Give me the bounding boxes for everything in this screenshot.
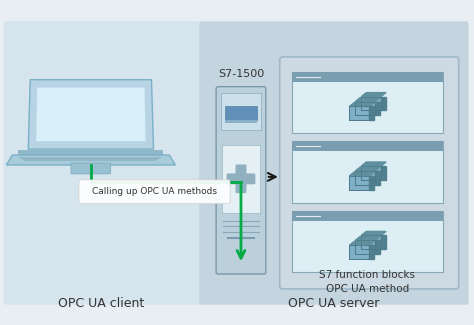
Text: S7 function blocks: S7 function blocks (319, 270, 415, 280)
FancyBboxPatch shape (216, 87, 266, 274)
Polygon shape (6, 155, 175, 165)
Bar (349, 245, 369, 259)
Polygon shape (36, 88, 146, 141)
Polygon shape (369, 245, 374, 259)
Polygon shape (375, 171, 380, 185)
Polygon shape (369, 176, 374, 190)
Polygon shape (361, 93, 386, 97)
Text: OPC UA method: OPC UA method (326, 284, 409, 294)
Text: S7-1500: S7-1500 (218, 69, 264, 79)
Bar (225, 120, 257, 124)
Bar (349, 176, 369, 190)
FancyBboxPatch shape (71, 163, 111, 174)
Bar (292, 141, 443, 151)
Polygon shape (361, 231, 386, 235)
Bar (356, 240, 375, 254)
Bar (361, 166, 381, 180)
Polygon shape (375, 240, 380, 254)
FancyBboxPatch shape (227, 174, 255, 184)
Text: OPC UA client: OPC UA client (58, 297, 144, 310)
Polygon shape (375, 101, 380, 115)
Polygon shape (349, 172, 374, 176)
Polygon shape (28, 80, 154, 149)
Text: Calling up OPC UA methods: Calling up OPC UA methods (92, 187, 217, 196)
Polygon shape (349, 241, 374, 245)
Polygon shape (381, 166, 386, 180)
FancyBboxPatch shape (199, 21, 469, 305)
Bar (292, 211, 443, 272)
Polygon shape (369, 107, 374, 120)
Bar (222, 145, 260, 213)
Bar (292, 72, 443, 82)
Polygon shape (349, 102, 374, 107)
FancyBboxPatch shape (236, 164, 246, 193)
Bar (221, 93, 261, 130)
FancyBboxPatch shape (3, 21, 203, 305)
Polygon shape (356, 167, 380, 171)
Polygon shape (356, 236, 380, 240)
Bar (349, 107, 369, 120)
Bar (356, 171, 375, 185)
Bar (361, 235, 381, 249)
Bar (292, 211, 443, 220)
FancyBboxPatch shape (79, 180, 230, 204)
Bar (292, 72, 443, 133)
Polygon shape (361, 162, 386, 166)
Bar (225, 107, 257, 120)
Polygon shape (381, 97, 386, 110)
Text: OPC UA server: OPC UA server (288, 297, 379, 310)
FancyBboxPatch shape (280, 57, 459, 289)
Bar (292, 141, 443, 203)
Bar (361, 97, 381, 110)
Polygon shape (356, 98, 380, 101)
Bar (356, 101, 375, 115)
Polygon shape (18, 150, 164, 155)
Polygon shape (381, 235, 386, 249)
